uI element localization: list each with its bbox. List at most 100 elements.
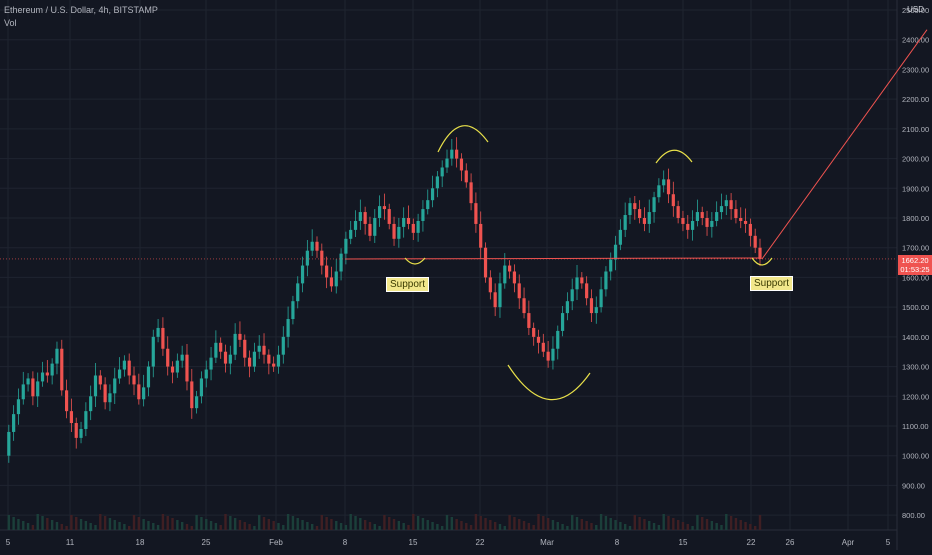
candle-body xyxy=(719,206,724,213)
candle-body xyxy=(406,218,411,224)
volume-bar xyxy=(315,526,319,530)
candle-body xyxy=(580,277,584,284)
candle-body xyxy=(618,229,622,245)
volume-bar xyxy=(604,516,608,530)
volume-bar xyxy=(7,515,11,530)
volume-bar xyxy=(667,516,670,530)
candle-body xyxy=(560,313,565,331)
candle-body xyxy=(233,333,237,355)
candle-body xyxy=(464,170,468,183)
volume-bar xyxy=(551,520,555,530)
candle-body xyxy=(238,333,242,340)
volume-bar xyxy=(99,514,102,530)
candle-body xyxy=(204,369,208,379)
volume-bar xyxy=(325,517,328,530)
candle-body xyxy=(252,351,256,367)
candle-body xyxy=(585,283,589,299)
x-tick-label: 5 xyxy=(6,538,11,547)
volume-bar xyxy=(440,526,444,530)
volume-bar xyxy=(359,518,362,530)
x-tick-label: Feb xyxy=(269,538,283,547)
volume-bar xyxy=(571,515,574,530)
symbol-title: Ethereum / U.S. Dollar, 4h, BITSTAMP xyxy=(4,5,158,15)
volume-bar xyxy=(489,520,492,530)
candle-body xyxy=(493,292,497,308)
candle-body xyxy=(729,200,733,210)
volume-bar xyxy=(46,518,49,530)
volume-bar xyxy=(513,517,516,530)
x-tick-label: Apr xyxy=(842,538,855,547)
candle-body xyxy=(623,215,627,230)
candle-body xyxy=(108,393,112,403)
candle-body xyxy=(512,271,517,284)
candle-body xyxy=(589,298,594,314)
volume-bar xyxy=(142,519,145,530)
x-tick-label: 8 xyxy=(615,538,620,547)
candle-body xyxy=(315,241,319,251)
candle-body xyxy=(517,283,521,299)
candle-body xyxy=(166,348,170,367)
volume-bar xyxy=(277,523,280,530)
y-tick-label: 2000.00 xyxy=(902,155,929,164)
volume-bar xyxy=(739,520,742,530)
volume-bar xyxy=(614,520,617,530)
volume-bar xyxy=(469,525,473,530)
candle-body xyxy=(695,212,700,221)
volume-bar xyxy=(628,526,632,530)
candle-body xyxy=(440,167,444,177)
current-price-tag: 1662.20 01:53:25 xyxy=(898,255,932,275)
volume-bar xyxy=(619,522,622,530)
volume-bar xyxy=(335,521,338,530)
candle-body xyxy=(382,206,387,210)
candle-body xyxy=(565,301,569,314)
y-tick-label: 1200.00 xyxy=(902,392,929,401)
volume-bar xyxy=(84,521,88,530)
volume-bar xyxy=(320,515,324,530)
support-annotation-left[interactable]: Support xyxy=(386,277,430,292)
candle-body xyxy=(146,366,151,388)
volume-bar xyxy=(421,518,425,530)
y-tick-label: 800.00 xyxy=(902,511,925,520)
candle-body xyxy=(392,223,396,239)
volume-bar xyxy=(537,514,540,530)
volume-bar xyxy=(696,515,699,530)
volume-bar xyxy=(542,516,545,530)
candle-body xyxy=(353,220,358,230)
candle-body xyxy=(753,235,757,248)
volume-bar xyxy=(339,523,343,530)
volume-bar xyxy=(686,524,689,530)
volume-bar xyxy=(238,520,242,530)
candle-body xyxy=(430,188,435,201)
volume-bar xyxy=(701,517,704,530)
candle-body xyxy=(117,369,122,379)
volume-bar xyxy=(262,517,266,530)
volume-bar xyxy=(176,520,179,530)
candle-body xyxy=(185,354,189,382)
volume-bar xyxy=(522,521,526,530)
candle-body xyxy=(127,360,131,376)
volume-bar xyxy=(662,514,665,530)
volume-bar xyxy=(556,522,559,530)
volume-bar xyxy=(291,516,295,530)
support-annotation-right[interactable]: Support xyxy=(750,276,794,291)
volume-bar xyxy=(715,523,718,530)
candle-body xyxy=(363,212,367,224)
volume-bar xyxy=(41,516,44,530)
volume-bar xyxy=(214,523,218,530)
y-tick-label: 1600.00 xyxy=(902,273,929,282)
candle-body xyxy=(286,319,290,337)
volume-bar xyxy=(498,524,502,530)
volume-bar xyxy=(267,519,271,530)
x-tick-label: Mar xyxy=(540,538,554,547)
candle-body xyxy=(546,351,550,361)
candle-body xyxy=(681,218,685,224)
volume-bar xyxy=(479,516,482,530)
volume-bar xyxy=(416,516,420,530)
volume-bar xyxy=(691,526,694,530)
candle-body xyxy=(272,363,276,367)
volume-bar xyxy=(229,516,232,530)
candle-body xyxy=(175,360,179,373)
candle-body xyxy=(151,336,155,367)
